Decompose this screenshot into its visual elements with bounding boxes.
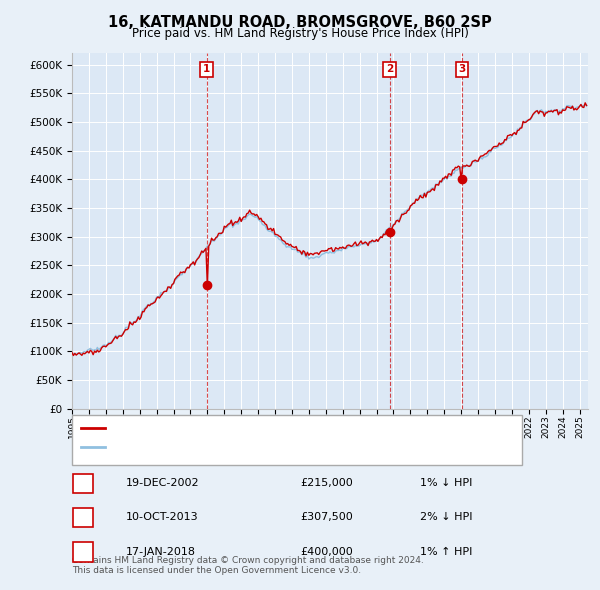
- Text: Price paid vs. HM Land Registry's House Price Index (HPI): Price paid vs. HM Land Registry's House …: [131, 27, 469, 40]
- Text: 3: 3: [458, 64, 466, 74]
- Text: 2: 2: [386, 64, 393, 74]
- Text: 3: 3: [79, 546, 87, 556]
- Text: 1% ↓ HPI: 1% ↓ HPI: [420, 478, 472, 488]
- Text: 2% ↓ HPI: 2% ↓ HPI: [420, 512, 473, 522]
- Text: 1: 1: [79, 478, 87, 488]
- Text: HPI: Average price, detached house, Bromsgrove: HPI: Average price, detached house, Brom…: [111, 442, 367, 452]
- Text: £307,500: £307,500: [300, 512, 353, 522]
- Text: 16, KATMANDU ROAD, BROMSGROVE, B60 2SP: 16, KATMANDU ROAD, BROMSGROVE, B60 2SP: [108, 15, 492, 30]
- Text: 1: 1: [203, 64, 210, 74]
- Text: 2: 2: [79, 512, 87, 522]
- Text: 10-OCT-2013: 10-OCT-2013: [126, 512, 199, 522]
- Text: 16, KATMANDU ROAD, BROMSGROVE, B60 2SP (detached house): 16, KATMANDU ROAD, BROMSGROVE, B60 2SP (…: [111, 422, 449, 432]
- Text: £215,000: £215,000: [300, 478, 353, 488]
- Text: Contains HM Land Registry data © Crown copyright and database right 2024.
This d: Contains HM Land Registry data © Crown c…: [72, 556, 424, 575]
- Text: 19-DEC-2002: 19-DEC-2002: [126, 478, 200, 488]
- Text: 1% ↑ HPI: 1% ↑ HPI: [420, 546, 472, 556]
- Text: £400,000: £400,000: [300, 546, 353, 556]
- Text: 17-JAN-2018: 17-JAN-2018: [126, 546, 196, 556]
